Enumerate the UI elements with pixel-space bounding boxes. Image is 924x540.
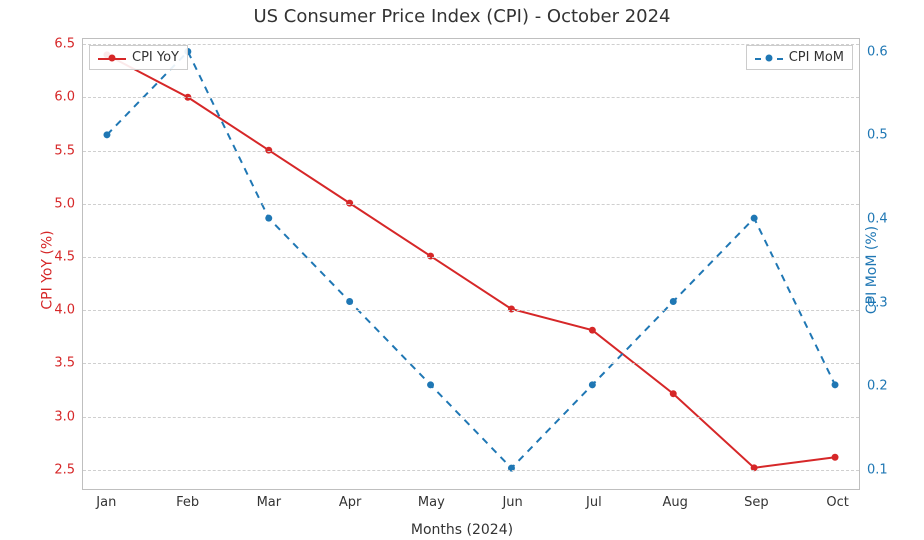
legend-mom: CPI MoM — [746, 45, 853, 70]
x-axis-label: Months (2024) — [0, 522, 924, 538]
series-marker — [589, 381, 596, 388]
x-tick-label: Jul — [586, 495, 602, 510]
series-marker — [103, 131, 110, 138]
y-right-tick-label: 0.5 — [867, 128, 888, 143]
chart-title: US Consumer Price Index (CPI) - October … — [0, 6, 924, 27]
series-marker — [832, 454, 839, 461]
gridline — [83, 257, 859, 258]
y-left-tick-label: 3.5 — [54, 356, 75, 371]
y-left-tick-label: 3.0 — [54, 409, 75, 424]
gridline — [83, 470, 859, 471]
x-tick-label: Jan — [96, 495, 116, 510]
x-tick-label: Aug — [662, 495, 687, 510]
legend-mom-label: CPI MoM — [789, 50, 844, 65]
x-tick-label: Mar — [257, 495, 282, 510]
y-left-tick-label: 5.5 — [54, 143, 75, 158]
series-marker — [670, 298, 677, 305]
y-left-tick-label: 5.0 — [54, 196, 75, 211]
series-marker — [265, 215, 272, 222]
series-marker — [427, 381, 434, 388]
y-right-tick-label: 0.6 — [867, 44, 888, 59]
x-tick-label: Jun — [502, 495, 522, 510]
chart-lines-svg — [83, 39, 859, 489]
cpi-chart: US Consumer Price Index (CPI) - October … — [0, 0, 924, 540]
gridline — [83, 97, 859, 98]
series-marker — [508, 306, 515, 313]
series-marker — [346, 298, 353, 305]
plot-area: CPI YoY CPI MoM 2.53.03.54.04.55.05.56.0… — [82, 38, 860, 490]
series-marker — [670, 390, 677, 397]
gridline — [83, 204, 859, 205]
series-marker — [832, 381, 839, 388]
x-tick-label: Sep — [744, 495, 769, 510]
gridline — [83, 363, 859, 364]
gridline — [83, 151, 859, 152]
y-right-tick-label: 0.4 — [867, 211, 888, 226]
y-left-tick-label: 6.0 — [54, 90, 75, 105]
y-right-tick-label: 0.2 — [867, 379, 888, 394]
legend-yoy: CPI YoY — [89, 45, 188, 70]
gridline — [83, 44, 859, 45]
gridline — [83, 310, 859, 311]
y-right-tick-label: 0.3 — [867, 295, 888, 310]
gridline — [83, 417, 859, 418]
y-left-tick-label: 4.5 — [54, 250, 75, 265]
x-tick-label: Feb — [176, 495, 199, 510]
legend-yoy-label: CPI YoY — [132, 50, 179, 65]
x-tick-label: Apr — [339, 495, 362, 510]
y-left-tick-label: 6.5 — [54, 37, 75, 52]
y-left-tick-label: 4.0 — [54, 303, 75, 318]
x-tick-label: May — [418, 495, 445, 510]
series-marker — [751, 215, 758, 222]
y-right-tick-label: 0.1 — [867, 463, 888, 478]
series-line-cpi-mom — [107, 52, 835, 469]
series-line-cpi-yoy — [107, 55, 835, 468]
series-marker — [589, 327, 596, 334]
y-axis-left-label: CPI YoY (%) — [40, 230, 56, 309]
x-tick-label: Oct — [826, 495, 848, 510]
y-left-tick-label: 2.5 — [54, 462, 75, 477]
